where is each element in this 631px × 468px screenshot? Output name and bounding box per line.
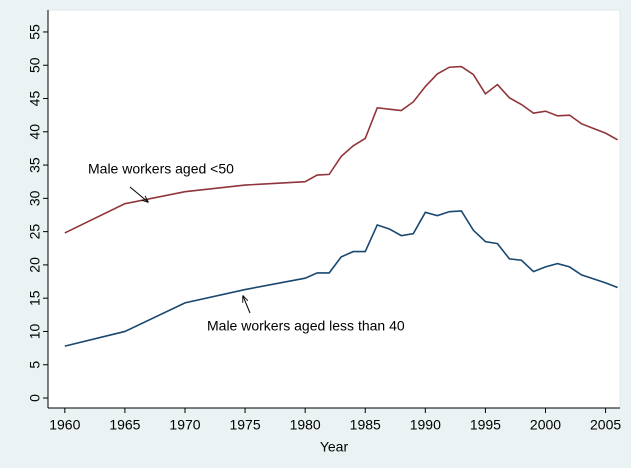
x-tick-label: 2005 (590, 417, 621, 433)
x-axis-label: Year (320, 439, 349, 455)
annotation: Male workers aged less than 40 (207, 318, 405, 334)
x-tick-label: 1965 (109, 417, 140, 433)
x-tick-label: 1990 (410, 417, 441, 433)
annotation: Male workers aged <50 (88, 161, 234, 177)
x-tick-label: 1960 (49, 417, 80, 433)
y-tick-label: 50 (27, 57, 43, 73)
series-line (64, 210, 618, 347)
y-tick-label: 35 (27, 157, 43, 173)
x-tick-label: 1995 (470, 417, 501, 433)
x-tick-label: 1970 (169, 417, 200, 433)
y-tick-label: 10 (27, 323, 43, 339)
annotation-arrow (129, 186, 148, 202)
y-tick-label: 5 (27, 361, 43, 369)
x-tick-label: 1975 (229, 417, 260, 433)
y-tick-label: 25 (27, 224, 43, 240)
series-line (64, 65, 618, 234)
x-tick-label: 1985 (350, 417, 381, 433)
annotation-arrow (243, 296, 251, 314)
y-tick-label: 40 (27, 124, 43, 140)
y-tick-label: 55 (27, 24, 43, 40)
y-tick-label: 0 (27, 394, 43, 402)
plot-area (47, 9, 621, 409)
y-tick-label: 45 (27, 91, 43, 107)
y-tick-label: 20 (27, 257, 43, 273)
y-tick-label: 15 (27, 290, 43, 306)
x-tick-label: 1980 (290, 417, 321, 433)
x-tick-label: 2000 (530, 417, 561, 433)
y-tick-label: 30 (27, 190, 43, 206)
